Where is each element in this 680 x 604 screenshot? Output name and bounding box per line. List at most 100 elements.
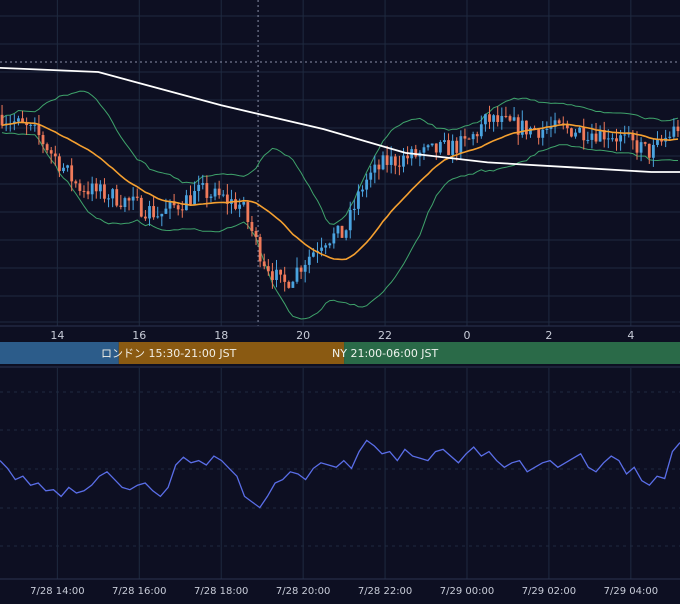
candle-up [307, 256, 311, 265]
candle-up [639, 142, 643, 153]
candle-up [484, 114, 487, 125]
candle-down [508, 116, 512, 121]
candle-up [529, 127, 532, 135]
candle-down [602, 129, 606, 140]
candle-down [615, 138, 618, 142]
candle-down [455, 140, 459, 153]
candle-up [553, 120, 557, 127]
candle-up [33, 124, 37, 126]
candle-down [258, 237, 262, 262]
candle-up [426, 145, 430, 148]
candle-down [447, 140, 450, 155]
candle-down [537, 129, 541, 138]
session-tokyo [0, 342, 119, 364]
candle-down [127, 198, 131, 201]
candle-up [471, 134, 475, 140]
candle-down [152, 206, 156, 218]
top-axis-tick-label: 0 [463, 329, 470, 342]
candle-up [209, 196, 213, 198]
candle-down [57, 156, 61, 172]
moving-average-long [0, 66, 680, 173]
candle-down [488, 114, 491, 122]
candle-up [451, 140, 455, 155]
candle-down [557, 120, 561, 124]
candle-down [119, 205, 123, 208]
candle-up [389, 156, 393, 165]
candle-up [352, 208, 356, 211]
bottom-axis-tick-label: 7/29 00:00 [440, 586, 494, 597]
candle-down [25, 122, 29, 126]
candle-down [82, 190, 86, 192]
bottom-axis-tick-label: 7/29 04:00 [604, 586, 658, 597]
candle-down [434, 143, 438, 153]
candle-down [496, 115, 500, 122]
candle-down [246, 202, 250, 223]
candle-down [271, 271, 274, 281]
oscillator-series [0, 439, 680, 509]
top-x-axis: 14 16 18 20 22 0 2 4 [50, 329, 634, 342]
bottom-axis-tick-label: 7/29 02:00 [522, 586, 576, 597]
candle-up [29, 124, 33, 126]
candle-up [672, 126, 676, 137]
bottom-axis-tick-label: 7/28 20:00 [276, 586, 330, 597]
candle-down [467, 138, 471, 140]
candle-up [549, 126, 553, 129]
candle-down [217, 188, 221, 196]
candle-down [660, 139, 663, 142]
candle-down [37, 124, 41, 136]
candle-down [397, 165, 401, 167]
candle-down [70, 165, 74, 182]
candle-down [647, 143, 651, 158]
candle-up [438, 142, 442, 153]
top-axis-tick-label: 4 [627, 329, 634, 342]
candle-up [242, 202, 246, 205]
candle-up [500, 115, 504, 122]
oscillator-line [0, 439, 680, 509]
bollinger-lower [1, 132, 678, 320]
candle-down [78, 183, 82, 191]
candle-up [402, 155, 405, 167]
candle-down [262, 261, 266, 267]
candle-down [377, 164, 381, 170]
candle-up [668, 136, 672, 138]
candle-up [311, 252, 315, 257]
candle-up [295, 267, 299, 282]
bottom-axis-tick-label: 7/28 16:00 [112, 586, 166, 597]
candle-up [430, 143, 434, 146]
candle-down [139, 197, 143, 217]
candle-up [541, 129, 545, 138]
candle-down [115, 189, 119, 206]
candle-up [332, 233, 336, 244]
bottom-axis-tick-label: 7/28 18:00 [194, 586, 248, 597]
candle-up [623, 134, 627, 136]
candle-down [582, 127, 586, 141]
candle-down [406, 155, 409, 159]
candle-down [53, 153, 57, 157]
bollinger-bands [1, 90, 679, 320]
oscillator-grid [0, 368, 680, 579]
candle-up [213, 188, 217, 197]
candle-up [168, 201, 172, 209]
candle-up [156, 216, 160, 218]
candle-up [160, 213, 164, 217]
moving-average-mid [1, 121, 679, 261]
candle-up [520, 120, 524, 135]
candle-down [524, 120, 528, 135]
price-grid [0, 0, 680, 326]
candle-up [62, 167, 65, 172]
candle-up [238, 204, 242, 209]
candle-up [619, 135, 623, 142]
candle-down [225, 194, 229, 204]
candle-down [94, 183, 98, 192]
candlesticks [0, 104, 680, 292]
session-london-label: ロンドン 15:30-21:00 JST [101, 347, 237, 360]
candle-down [0, 114, 4, 126]
candle-down [103, 184, 106, 199]
top-axis-tick-label: 14 [50, 329, 64, 342]
candle-down [676, 126, 680, 132]
candle-down [516, 117, 520, 135]
top-axis-tick-label: 20 [296, 329, 310, 342]
